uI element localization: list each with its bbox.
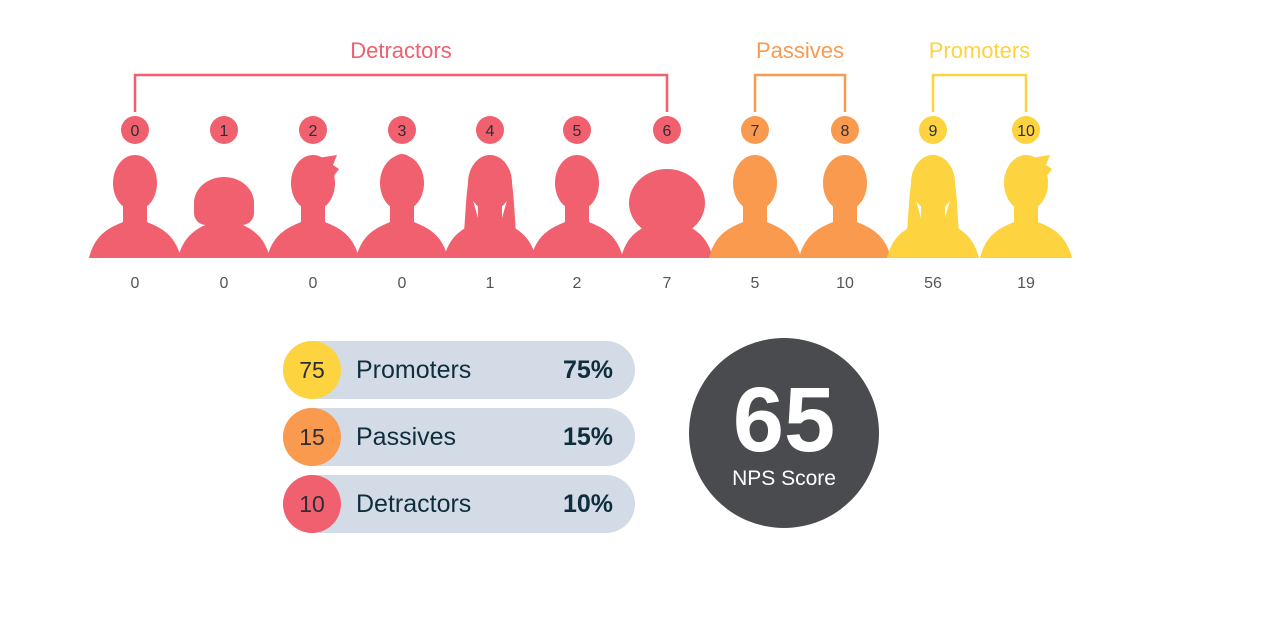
- legend-count-badge: 10: [283, 475, 341, 533]
- legend-row-passives: 15 Passives 15%: [283, 408, 635, 466]
- group-label: Promoters: [929, 38, 1030, 63]
- person-icon: [89, 155, 181, 258]
- response-count-label: 0: [398, 275, 407, 292]
- score-badge: [476, 116, 504, 144]
- legend-count-badge: 15: [283, 408, 341, 466]
- score-badge-label: 2: [309, 123, 318, 140]
- score-badge: [299, 116, 327, 144]
- score-badge: [831, 116, 859, 144]
- person-icon: [178, 177, 270, 258]
- score-badge: [210, 116, 238, 144]
- response-count-label: 7: [663, 275, 672, 292]
- score-badge-label: 1: [220, 123, 229, 140]
- score-badge-label: 4: [486, 123, 495, 140]
- nps-distribution-chart: Detractors Passives Promoters0010203041526…: [89, 38, 1072, 292]
- score-badge: [1012, 116, 1040, 144]
- legend-percent: 75%: [562, 356, 613, 384]
- nps-score-value: 65: [732, 369, 836, 471]
- person-icon: [887, 155, 979, 258]
- response-count-label: 0: [220, 275, 229, 292]
- response-count-label: 5: [751, 275, 760, 292]
- legend-label: Passives: [356, 423, 457, 451]
- response-count-label: 0: [131, 275, 140, 292]
- legend-percent: 10%: [562, 490, 613, 518]
- score-badge: [653, 116, 681, 144]
- person-icon: [356, 154, 448, 258]
- legend-label: Promoters: [356, 356, 472, 384]
- score-badge-label: 8: [841, 123, 850, 140]
- score-badge-label: 10: [1017, 123, 1035, 140]
- group-bracket: [133, 73, 669, 112]
- score-badge: [741, 116, 769, 144]
- legend-row-detractors: 10 Detractors 10%: [283, 475, 635, 533]
- legend-percent: 15%: [562, 423, 613, 451]
- response-count-label: 19: [1017, 275, 1035, 292]
- legend-count-badge: 75: [283, 341, 341, 399]
- legend-row-promoters: 75 Promoters 75%: [283, 341, 635, 399]
- response-count-label: 1: [486, 275, 495, 292]
- person-icon: [980, 155, 1072, 258]
- person-icon: [709, 155, 801, 258]
- person-icon: [799, 155, 891, 258]
- score-badge-label: 5: [573, 123, 582, 140]
- nps-score-badge: 65 NPS Score: [689, 338, 879, 528]
- score-badge: [563, 116, 591, 144]
- response-count-label: 10: [836, 275, 854, 292]
- score-badge-label: 3: [398, 123, 407, 140]
- response-count-label: 2: [573, 275, 582, 292]
- score-badge: [919, 116, 947, 144]
- group-bracket: [931, 73, 1028, 112]
- person-icon: [531, 155, 623, 258]
- person-icon: [267, 155, 359, 258]
- group-label: Passives: [756, 38, 844, 63]
- score-badge: [388, 116, 416, 144]
- response-count-label: 56: [924, 275, 942, 292]
- response-count-label: 0: [309, 275, 318, 292]
- score-badge-label: 6: [663, 123, 672, 140]
- group-label: Detractors: [350, 38, 451, 63]
- score-badge: [121, 116, 149, 144]
- score-badge-label: 7: [751, 123, 760, 140]
- score-badge-label: 9: [929, 123, 938, 140]
- person-icon: [621, 169, 713, 258]
- nps-score-caption: NPS Score: [732, 467, 836, 490]
- score-badge-label: 0: [131, 123, 140, 140]
- group-bracket: [753, 73, 847, 112]
- legend-label: Detractors: [356, 490, 472, 518]
- person-icon: [444, 155, 536, 258]
